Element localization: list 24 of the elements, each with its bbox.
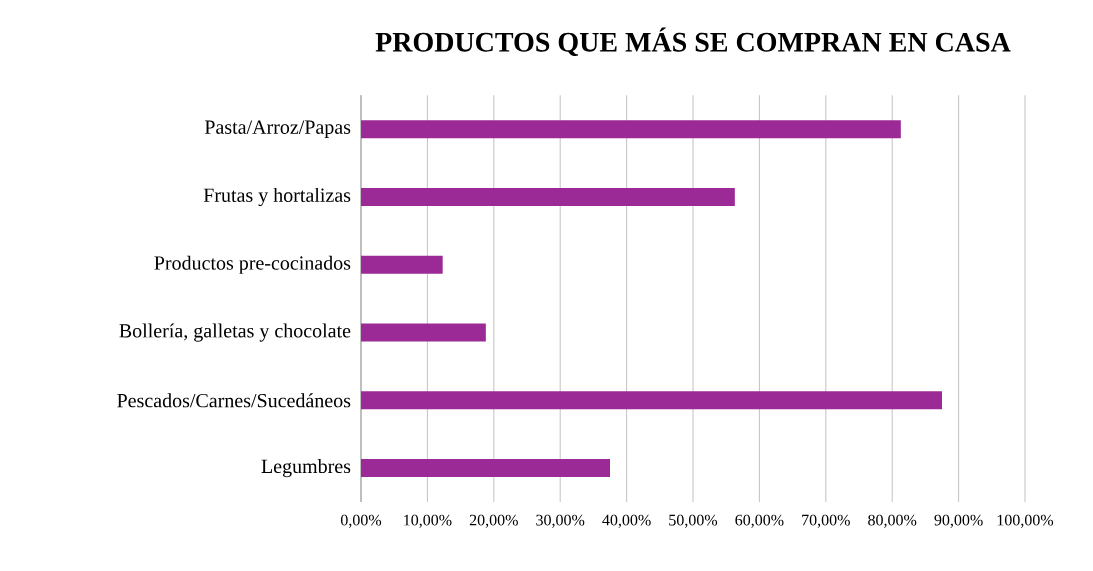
y-tick-label: Frutas y hortalizas <box>203 187 351 207</box>
x-tick-label: 30,00% <box>536 514 585 528</box>
x-tick-label: 70,00% <box>802 514 850 528</box>
x-tick-label: 90,00% <box>934 514 983 528</box>
y-tick-label: Pasta/Arroz/Papas <box>204 120 351 138</box>
x-tick-label: 80,00% <box>868 514 917 528</box>
bar <box>361 459 610 478</box>
bar <box>361 391 942 410</box>
bar <box>361 187 735 206</box>
chart-title: PRODUCTOS QUE MÁS SE COMPRAN EN CASA <box>375 27 1011 56</box>
y-tick-label: Pescados/Carnes/Sucedáneos <box>117 393 351 408</box>
y-tick-label: Legumbres <box>261 459 351 478</box>
x-tick-label: 60,00% <box>735 514 784 528</box>
bar <box>361 255 443 274</box>
bar <box>361 120 901 139</box>
x-tick-label: 0,00% <box>340 514 382 528</box>
x-tick-label: 100,00% <box>997 514 1054 528</box>
x-tick-label: 40,00% <box>602 514 651 528</box>
x-tick-label: 20,00% <box>469 514 518 528</box>
bar <box>361 323 486 342</box>
y-tick-label: Productos pre-cocinados <box>154 255 351 274</box>
x-tick-label: 10,00% <box>404 514 452 528</box>
y-tick-label: Bollería, galletas y chocolate <box>119 323 351 342</box>
x-tick-label: 50,00% <box>669 514 718 528</box>
